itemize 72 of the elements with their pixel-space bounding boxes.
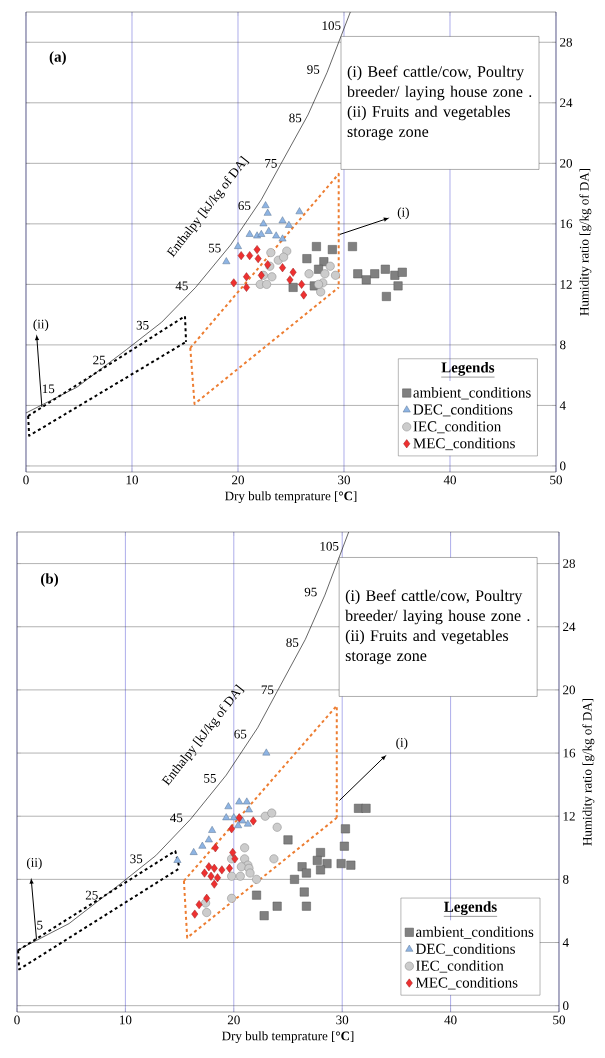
legend-title: Legends xyxy=(444,901,497,915)
legend-label: IEC_condition xyxy=(413,420,502,434)
y-tick-label: 24 xyxy=(563,622,576,632)
legend-label: MEC_conditions xyxy=(413,437,515,451)
legend-label: DEC_conditions xyxy=(413,404,513,417)
annotation: (ii) xyxy=(33,319,49,332)
x-tick-label: 40 xyxy=(443,475,456,485)
annotation: 25 xyxy=(85,890,98,900)
annotation: 15 xyxy=(42,384,55,394)
annotation: 85 xyxy=(286,638,299,647)
x-tick-label: 50 xyxy=(553,1015,565,1025)
annotation: 25 xyxy=(93,355,106,365)
y-tick-label: 24 xyxy=(560,98,573,108)
annotation: (i) Beef cattle/cow, Poultry breeder/ laying house zone . xyxy=(347,65,532,101)
annotation: 65 xyxy=(234,729,247,739)
annotation: 95 xyxy=(307,65,320,74)
annotation: (ii) xyxy=(26,857,42,870)
annotation: 65 xyxy=(238,201,251,211)
y-tick-label: 16 xyxy=(563,748,576,758)
annotation: 45 xyxy=(170,813,183,823)
x-axis-title: Dry bulb temprature [°C] xyxy=(222,1031,354,1043)
y-tick-label: 20 xyxy=(563,685,576,695)
x-axis-title: Dry bulb temprature [°C] xyxy=(225,491,357,504)
annotation: 45 xyxy=(175,281,188,291)
legend-label: ambient_conditions xyxy=(413,387,531,400)
y-tick-label: 4 xyxy=(562,938,569,947)
x-tick-label: 10 xyxy=(120,1015,132,1025)
annotation: 35 xyxy=(130,854,143,864)
x-tick-label: 10 xyxy=(126,475,138,485)
y-tick-label: 0 xyxy=(560,461,566,471)
annotation: 85 xyxy=(289,113,302,123)
x-tick-label: 50 xyxy=(550,475,562,485)
annotation: (ii) Fruits and vegetables storage zone xyxy=(347,105,510,141)
legend-title: Legends xyxy=(441,361,495,376)
x-tick-label: 0 xyxy=(14,1015,20,1025)
legend-label: MEC_conditions xyxy=(415,977,518,990)
text: (b) xyxy=(41,573,59,587)
legend-label: DEC_conditions xyxy=(415,943,515,956)
y-tick-label: 20 xyxy=(560,158,573,168)
x-tick-label: 0 xyxy=(23,475,29,485)
y-tick-label: 28 xyxy=(563,559,576,568)
annotation: 35 xyxy=(136,320,149,330)
y-tick-label: 16 xyxy=(560,219,573,229)
legend-label: ambient_conditions xyxy=(416,926,534,939)
x-tick-label: 30 xyxy=(336,1015,349,1025)
y-tick-label: 4 xyxy=(559,401,566,410)
annotation: 95 xyxy=(304,587,317,597)
annotation: (i) Beef cattle/cow, Poultry breeder/ laying house zone . xyxy=(345,589,530,625)
y-tick-label: 8 xyxy=(560,340,566,350)
annotation: 5 xyxy=(37,920,43,930)
y-tick-label: 28 xyxy=(560,37,573,47)
text: (a) xyxy=(49,51,66,65)
annotation: (i) xyxy=(396,737,408,750)
legend-label: IEC_condition xyxy=(416,960,504,973)
y-tick-label: 12 xyxy=(560,280,572,289)
y-axis-title: Humidity ratio [g/kg of DA] xyxy=(579,168,592,316)
annotation: 55 xyxy=(204,774,216,783)
y-tick-label: 0 xyxy=(563,1001,569,1011)
y-tick-label: 8 xyxy=(563,874,569,884)
annotation: 55 xyxy=(208,243,221,253)
x-tick-label: 30 xyxy=(338,475,350,485)
annotation: (i) xyxy=(397,207,409,220)
y-axis-title: Humidity ratio [g/kg of DA] xyxy=(582,698,595,846)
x-tick-label: 40 xyxy=(444,1015,457,1025)
x-tick-label: 20 xyxy=(227,1015,240,1025)
x-tick-label: 20 xyxy=(232,475,244,485)
annotation: 105 xyxy=(320,541,339,551)
y-tick-label: 12 xyxy=(563,811,575,821)
annotation: 105 xyxy=(322,21,341,31)
annotation: 75 xyxy=(261,685,274,695)
annotation: 75 xyxy=(265,159,277,168)
annotation: (ii) Fruits and vegetables storage zone xyxy=(345,629,509,665)
